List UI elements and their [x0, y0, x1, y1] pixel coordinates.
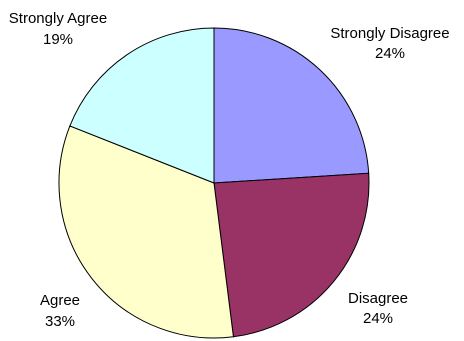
pie-slice-strongly-disagree [213, 27, 370, 184]
slice-label: Disagree [348, 290, 408, 307]
pie-labels: Strongly Disagree 24% Disagree 24% Agree 33% S… [9, 10, 450, 330]
pie-slice-agree [58, 125, 234, 339]
slice-percent-label: 19% [43, 31, 73, 48]
pie-slice-strongly-agree [69, 27, 215, 184]
pie-slice-disagree [213, 172, 370, 338]
slice-label: Strongly Disagree [330, 25, 449, 42]
slice-label: Strongly Agree [9, 10, 107, 27]
pie-slices [58, 27, 370, 339]
slice-percent-label: 24% [375, 45, 405, 62]
slice-label: Agree [40, 292, 80, 309]
slice-percent-label: 24% [363, 310, 393, 327]
slice-percent-label: 33% [45, 313, 75, 330]
